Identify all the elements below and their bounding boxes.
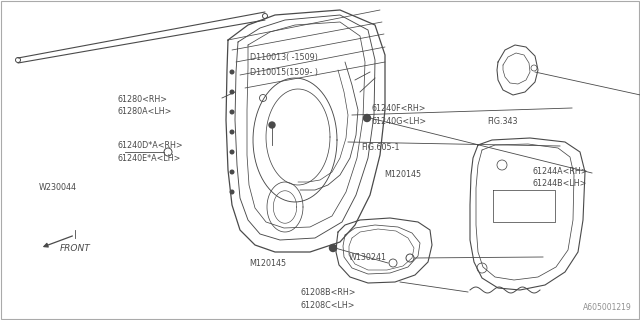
Circle shape — [269, 122, 275, 128]
Text: M120145: M120145 — [250, 260, 287, 268]
Text: 61208C<LH>: 61208C<LH> — [301, 301, 355, 310]
Text: FIG.343: FIG.343 — [488, 117, 518, 126]
Text: 61280A<LH>: 61280A<LH> — [117, 108, 172, 116]
Text: W130241: W130241 — [349, 253, 387, 262]
Text: 61240E*A<LH>: 61240E*A<LH> — [117, 154, 180, 163]
Text: 61244A<RH>: 61244A<RH> — [532, 167, 588, 176]
Circle shape — [230, 190, 234, 194]
Circle shape — [230, 150, 234, 154]
Text: 61280<RH>: 61280<RH> — [117, 95, 167, 104]
Text: M120145: M120145 — [384, 170, 421, 179]
Circle shape — [230, 90, 234, 94]
Circle shape — [330, 244, 337, 252]
Text: 61240G<LH>: 61240G<LH> — [371, 117, 426, 126]
Text: D110013( -1509): D110013( -1509) — [250, 53, 317, 62]
Circle shape — [364, 115, 371, 122]
Text: 61208B<RH>: 61208B<RH> — [301, 288, 356, 297]
Circle shape — [230, 70, 234, 74]
Circle shape — [230, 130, 234, 134]
Text: D110015(1509- ): D110015(1509- ) — [250, 68, 317, 76]
Text: 61244B<LH>: 61244B<LH> — [532, 180, 587, 188]
Text: FRONT: FRONT — [60, 244, 90, 253]
Text: 61240F<RH>: 61240F<RH> — [371, 104, 426, 113]
Text: A605001219: A605001219 — [583, 303, 632, 312]
Circle shape — [230, 170, 234, 174]
Text: 61240D*A<RH>: 61240D*A<RH> — [117, 141, 183, 150]
Text: W230044: W230044 — [38, 183, 76, 192]
Circle shape — [230, 110, 234, 114]
Text: FIG.605-1: FIG.605-1 — [362, 143, 400, 152]
